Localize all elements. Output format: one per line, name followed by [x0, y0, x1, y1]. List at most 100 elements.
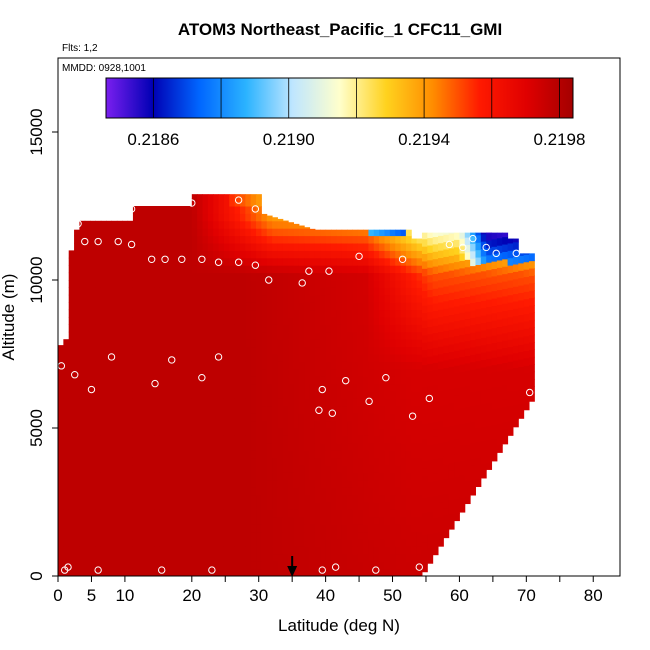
heatmap-cell [443, 485, 450, 494]
heatmap-cell [261, 294, 268, 303]
heatmap-cell [250, 442, 257, 451]
heatmap-cell [421, 320, 428, 329]
heatmap-cell [405, 494, 412, 503]
heatmap-cell [470, 361, 476, 370]
heatmap-cell [256, 383, 262, 392]
heatmap-cell [256, 546, 262, 555]
heatmap-cell [132, 368, 139, 377]
heatmap-cell [239, 368, 246, 377]
heatmap-cell [395, 324, 402, 333]
heatmap-cell [132, 391, 139, 399]
heatmap-cell [68, 502, 75, 510]
heatmap-cell [245, 354, 252, 362]
heatmap-cell [79, 494, 86, 503]
heatmap-cell [234, 324, 241, 333]
heatmap-cell [234, 257, 241, 266]
heatmap-cell [116, 442, 123, 451]
heatmap-cell [459, 460, 466, 469]
heatmap-cell [154, 213, 161, 222]
heatmap-cell [411, 324, 418, 333]
heatmap-cell [293, 302, 300, 311]
heatmap-cell [256, 502, 262, 510]
heatmap-cell [438, 501, 444, 510]
heatmap-cell [480, 337, 487, 346]
heatmap-cell [106, 450, 113, 459]
heatmap-cell [256, 213, 262, 222]
heatmap-cell [175, 568, 182, 576]
heatmap-cell [325, 265, 332, 274]
heatmap-cell [357, 539, 364, 547]
heatmap-cell [63, 524, 70, 533]
heatmap-cell [170, 354, 177, 362]
heatmap-cell [277, 272, 284, 281]
heatmap-cell [90, 346, 96, 355]
heatmap-cell [148, 413, 155, 422]
heatmap-cell [272, 331, 278, 340]
heatmap-cell [148, 465, 155, 473]
heatmap-cell [100, 280, 107, 288]
heatmap-cell [143, 339, 150, 348]
heatmap-cell [304, 346, 311, 355]
heatmap-cell [223, 391, 230, 399]
heatmap-cell [79, 294, 86, 303]
heatmap-cell [523, 372, 530, 381]
heatmap-cell [74, 294, 80, 303]
heatmap-cell [475, 434, 482, 443]
heatmap-cell [282, 568, 289, 576]
heatmap-cell [234, 413, 241, 422]
heatmap-cell [443, 500, 450, 509]
heatmap-cell [464, 451, 471, 460]
heatmap-cell [341, 524, 348, 533]
heatmap-cell [256, 465, 262, 473]
heatmap-cell [282, 391, 289, 399]
heatmap-cell [63, 516, 70, 525]
heatmap-cell [464, 429, 471, 438]
heatmap-cell [132, 502, 139, 510]
heatmap-cell [293, 391, 300, 399]
heatmap-cell [282, 531, 289, 540]
heatmap-cell [293, 317, 300, 325]
heatmap-cell [438, 368, 444, 377]
heatmap-cell [277, 442, 284, 451]
heatmap-cell [213, 502, 220, 510]
heatmap-cell [74, 250, 80, 259]
heatmap-cell [405, 376, 412, 385]
heatmap-cell [411, 465, 418, 473]
heatmap-cell [309, 472, 316, 481]
heatmap-cell [122, 561, 129, 570]
heatmap-cell [486, 462, 493, 470]
heatmap-cell [165, 502, 171, 510]
heatmap-cell [58, 494, 64, 503]
heatmap-cell [395, 405, 402, 414]
heatmap-cell [320, 317, 327, 325]
heatmap-cell [512, 293, 519, 302]
heatmap-cell [448, 329, 455, 338]
heatmap-cell [181, 509, 187, 518]
heatmap-cell [213, 435, 220, 444]
heatmap-cell [480, 448, 487, 457]
heatmap-cell [272, 324, 278, 333]
heatmap-cell [363, 428, 369, 436]
heatmap-cell [411, 539, 418, 547]
heatmap-cell [245, 206, 252, 214]
heatmap-cell [132, 413, 139, 422]
heatmap-cell [138, 331, 145, 340]
heatmap-cell [122, 472, 129, 481]
heatmap-cell [256, 194, 262, 200]
heatmap-cell [293, 346, 300, 355]
heatmap-cell [330, 361, 337, 370]
heatmap-cell [379, 472, 385, 481]
heatmap-cell [181, 346, 187, 355]
heatmap-cell [475, 316, 482, 325]
heatmap-cell [186, 339, 193, 348]
heatmap-cell [464, 266, 471, 275]
heatmap-cell [357, 561, 364, 570]
heatmap-cell [448, 247, 455, 256]
heatmap-cell [181, 331, 187, 340]
heatmap-cell [395, 546, 402, 555]
heatmap-cell [432, 243, 439, 252]
heatmap-cell [74, 516, 80, 525]
heatmap-cell [427, 378, 434, 387]
heatmap-cell [127, 472, 134, 481]
heatmap-cell [314, 317, 321, 325]
